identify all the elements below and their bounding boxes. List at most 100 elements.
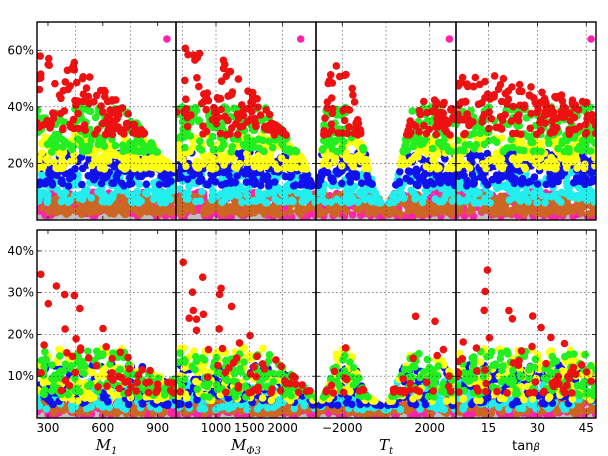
point-green xyxy=(323,141,332,149)
point-cyan xyxy=(37,402,44,410)
point-green xyxy=(80,369,88,378)
point-red xyxy=(46,124,54,132)
point-green xyxy=(176,376,182,385)
point-red xyxy=(354,116,362,124)
point-cyan xyxy=(390,198,398,207)
point-red xyxy=(233,130,242,139)
point-red xyxy=(294,388,303,397)
point-red xyxy=(203,89,212,97)
point-cyan xyxy=(98,197,106,206)
point-red xyxy=(45,61,53,69)
point-brown xyxy=(414,209,423,218)
point-green xyxy=(447,147,456,156)
point-red xyxy=(131,129,139,138)
point-red xyxy=(79,73,87,81)
point-blue xyxy=(64,182,73,190)
point-red xyxy=(217,284,225,293)
point-cyan xyxy=(113,401,121,409)
point-red xyxy=(214,361,222,370)
point-red xyxy=(402,131,411,139)
point-blue xyxy=(406,177,415,185)
point-green xyxy=(240,358,248,366)
point-green xyxy=(408,107,417,115)
point-red xyxy=(61,78,70,86)
point-red xyxy=(142,379,150,387)
point-green xyxy=(212,353,221,362)
point-brown xyxy=(60,203,69,212)
point-yellow xyxy=(182,162,190,170)
point-yellow xyxy=(235,159,244,168)
point-green xyxy=(50,381,58,390)
point-green xyxy=(180,358,189,367)
points-MPhi3-row2 xyxy=(176,258,316,418)
point-green xyxy=(197,146,206,154)
point-green xyxy=(200,381,208,389)
point-red xyxy=(291,380,300,389)
point-red xyxy=(69,124,78,133)
point-cyan xyxy=(152,192,160,201)
point-yellow xyxy=(414,153,422,161)
panel-MPhi3-row1 xyxy=(175,21,317,221)
point-red xyxy=(69,115,78,124)
point-red xyxy=(124,353,132,362)
point-brown xyxy=(421,210,430,218)
point-red xyxy=(212,109,221,118)
point-brown xyxy=(284,408,293,417)
point-yellow xyxy=(444,164,452,173)
point-red xyxy=(104,126,112,134)
point-green xyxy=(180,375,189,384)
point-red xyxy=(228,124,236,132)
point-yellow xyxy=(447,159,456,167)
point-red xyxy=(212,119,221,128)
point-red xyxy=(327,94,336,102)
point-blue xyxy=(396,167,404,176)
point-blue xyxy=(363,178,372,186)
point-blue xyxy=(138,400,147,408)
point-green xyxy=(338,143,346,152)
point-red xyxy=(75,97,83,106)
point-yellow xyxy=(259,344,267,353)
point-red xyxy=(134,371,143,380)
point-green xyxy=(64,390,72,399)
point-red xyxy=(61,325,69,333)
point-red xyxy=(227,90,236,99)
point-blue xyxy=(53,171,61,180)
point-red xyxy=(262,106,271,114)
point-brown xyxy=(45,208,53,216)
point-cyan xyxy=(134,199,143,207)
point-red xyxy=(232,354,241,362)
point-green xyxy=(47,148,56,156)
point-red xyxy=(217,77,226,85)
point-red xyxy=(199,122,207,130)
point-brown xyxy=(342,207,351,216)
point-magenta xyxy=(312,212,316,220)
point-red xyxy=(99,324,107,333)
point-cyan xyxy=(214,404,222,412)
point-magenta xyxy=(303,212,311,220)
point-red xyxy=(179,258,187,267)
point-blue xyxy=(78,180,86,189)
point-green xyxy=(318,146,327,154)
point-red xyxy=(349,91,357,99)
point-red xyxy=(59,86,68,95)
point-yellow xyxy=(52,164,60,172)
point-brown xyxy=(110,210,118,218)
point-cyan xyxy=(222,185,231,194)
point-green xyxy=(91,113,100,122)
point-green xyxy=(69,142,77,151)
point-red xyxy=(52,282,61,290)
point-yellow xyxy=(190,347,198,355)
point-brown xyxy=(234,208,243,217)
point-blue xyxy=(286,173,295,181)
point-green xyxy=(76,388,84,396)
point-cyan xyxy=(302,189,310,197)
point-brown xyxy=(396,210,405,218)
point-red xyxy=(184,111,193,120)
point-blue xyxy=(211,178,220,186)
point-red xyxy=(423,108,431,117)
point-blue xyxy=(238,168,247,176)
point-red xyxy=(103,382,111,391)
point-cyan xyxy=(150,186,158,195)
point-yellow xyxy=(338,162,346,170)
point-blue xyxy=(291,181,300,189)
